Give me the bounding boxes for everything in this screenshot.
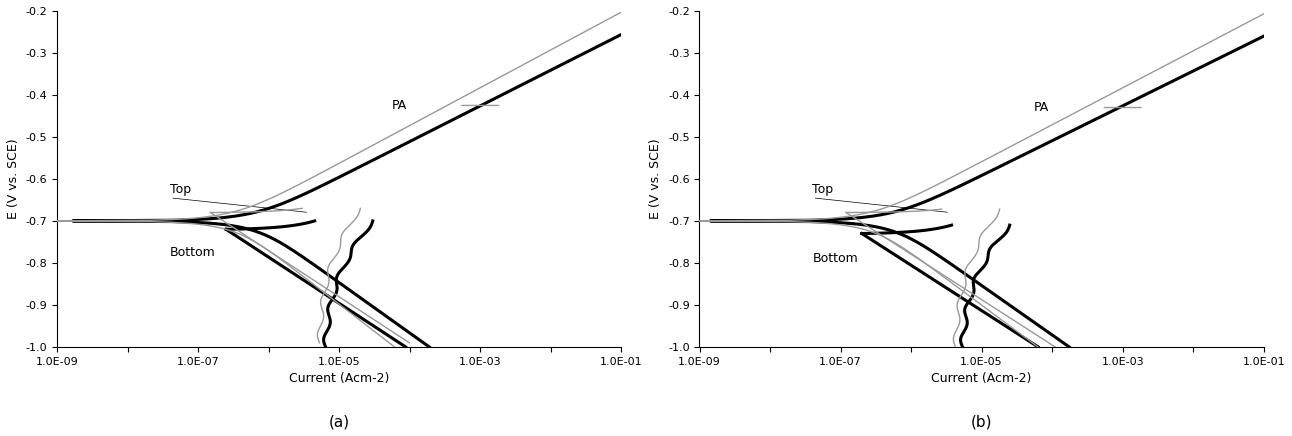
- Text: Bottom: Bottom: [171, 246, 216, 259]
- Text: (a): (a): [328, 414, 350, 429]
- Text: Top: Top: [171, 183, 191, 196]
- Text: PA: PA: [391, 99, 407, 112]
- Text: Top: Top: [813, 183, 833, 196]
- Text: Bottom: Bottom: [813, 252, 858, 266]
- Y-axis label: E (V vs. SCE): E (V vs. SCE): [6, 139, 19, 219]
- X-axis label: Current (Acm-2): Current (Acm-2): [932, 372, 1032, 385]
- Text: PA: PA: [1034, 101, 1049, 114]
- Y-axis label: E (V vs. SCE): E (V vs. SCE): [650, 139, 663, 219]
- Text: (b): (b): [970, 414, 992, 429]
- X-axis label: Current (Acm-2): Current (Acm-2): [289, 372, 389, 385]
